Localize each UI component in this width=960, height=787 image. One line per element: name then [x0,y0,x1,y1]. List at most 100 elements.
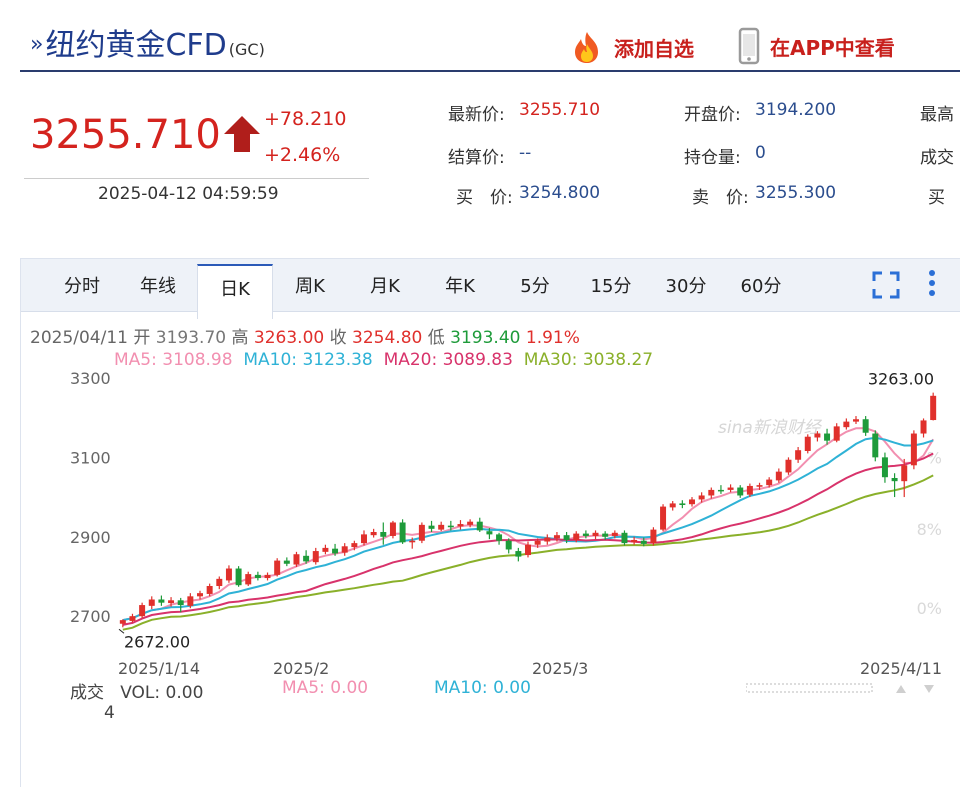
candle-body [264,574,271,579]
candle-body [621,532,628,544]
candle [669,501,676,511]
candle [496,532,503,545]
candle-body [438,524,445,530]
candle-body [737,487,744,496]
fullscreen-icon[interactable] [871,270,901,300]
right-tick-label: 8% [917,520,942,539]
candle [689,497,695,507]
candle [370,528,377,538]
candle-body [418,524,425,541]
candle [708,487,715,499]
candle [505,538,512,554]
add-watchlist-label: 添加自选 [614,36,694,61]
max-price-label: 3263.00 [868,370,934,389]
candle [254,571,261,581]
tab-15min[interactable]: 15分 [590,276,632,297]
ma30-label: MA30: [523,350,578,370]
candle-body [370,532,377,536]
vol-ma10-label: MA10: [434,678,488,698]
candle-body [158,599,165,603]
candle [225,565,232,583]
candle [129,613,136,623]
candle [322,544,329,555]
candle-body [602,533,609,537]
volume-title: 成交 [70,683,104,703]
candle [264,572,271,581]
period-tab-bar [21,259,960,312]
ma10-value: 3123.38 [302,350,373,370]
tab-monthly-k[interactable]: 月K [370,276,400,297]
ma10-legend: MA10: 3123.38 [243,350,372,370]
candle [766,477,773,488]
candle-body [177,600,184,606]
candle-body [197,593,203,597]
candle [293,551,300,567]
candle [756,482,763,490]
candle [389,520,396,539]
candle [814,431,821,442]
tab-daily-k[interactable]: 日K [197,264,273,319]
candle-body [389,522,396,536]
phone-icon [738,27,760,65]
open-value: 3194.200 [755,100,837,120]
candle-body [525,544,531,556]
candle [582,530,589,539]
latest-value: 3255.710 [519,100,601,120]
price-change-pct: +2.46% [264,144,341,166]
candle [920,418,927,438]
ohlc-info-line: 2025/04/11 开 3193.70 高 3263.00 收 3254.80… [30,323,580,348]
sina-watermark: sina新浪财经 [718,418,823,438]
open-app-label: 在APP中查看 [770,35,895,60]
candle-body [824,433,831,441]
candle [544,534,551,545]
candle-body [611,532,618,536]
tab-yearly-k[interactable]: 年K [445,276,475,297]
tab-weekly-k[interactable]: 周K [295,276,325,297]
candle-body [245,574,252,585]
scroll-handle[interactable] [746,682,946,696]
ma20-label: MA20: [383,350,438,370]
last-price: 3255.710 [30,112,221,158]
more-menu-icon[interactable] [925,268,939,300]
candle-body [746,485,753,495]
candle [216,576,223,590]
candle-body [920,420,927,434]
ohlc-high-label: 高 [231,328,249,348]
ma20-value: 3089.83 [442,350,513,370]
candle-body [775,471,782,481]
open-app-button[interactable]: 在APP中查看 [738,27,895,65]
add-watchlist-button[interactable]: 添加自选 [568,30,694,64]
tab-intraday[interactable]: 分时 [64,276,100,297]
candle-body [206,586,213,594]
candle-body [650,529,657,544]
candle [332,543,339,556]
candle-body [351,543,358,548]
volume-ma5: MA5: 0.00 [282,678,368,698]
candle [862,416,869,436]
candle [737,485,744,498]
tab-30min[interactable]: 30分 [665,276,707,297]
candle [843,418,850,430]
tab-year-line[interactable]: 年线 [140,276,176,297]
candle-body [515,551,522,557]
candle [891,473,898,498]
candle [148,596,155,610]
kline-chart[interactable]: 3300 3100 2900 2700% 8% 0% 2025/1/14 2025/2 2025… [0,370,960,680]
candle-body [573,533,580,540]
candle-body [795,450,802,460]
instrument-name: 纽约黄金CFD [45,28,227,63]
fire-icon [575,32,598,63]
candle-body [168,600,175,604]
ma5-label: MA5: [114,350,157,370]
ma30-legend: MA30: 3038.27 [524,350,653,370]
candle [467,519,474,528]
instrument-code: (GC) [228,40,265,59]
candle-body [303,555,310,562]
candle [910,430,917,470]
candle-body [332,548,339,554]
tab-60min[interactable]: 60分 [740,276,782,297]
vol-ma5-label: MA5: [282,678,325,698]
candle [833,423,840,443]
y-tick-label: 3300 [70,370,111,388]
tab-5min[interactable]: 5分 [520,276,550,297]
